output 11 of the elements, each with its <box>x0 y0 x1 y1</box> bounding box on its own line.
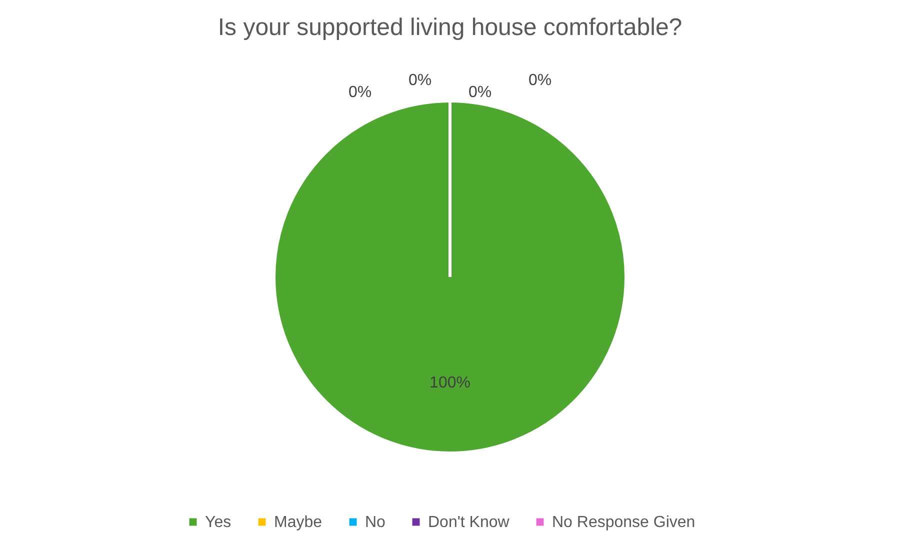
chart-title: Is your supported living house comfortable? <box>218 14 682 41</box>
legend-label: No Response Given <box>552 514 696 531</box>
data-label: 100% <box>430 374 470 392</box>
legend-label: No <box>365 514 386 531</box>
legend-label: Don't Know <box>428 514 510 531</box>
legend-label: Maybe <box>274 514 322 531</box>
text: 0% <box>528 72 552 89</box>
legend-label: Yes <box>205 514 232 531</box>
text: 0% <box>468 84 492 101</box>
text: 0% <box>348 84 372 101</box>
text: 0% <box>408 72 432 89</box>
